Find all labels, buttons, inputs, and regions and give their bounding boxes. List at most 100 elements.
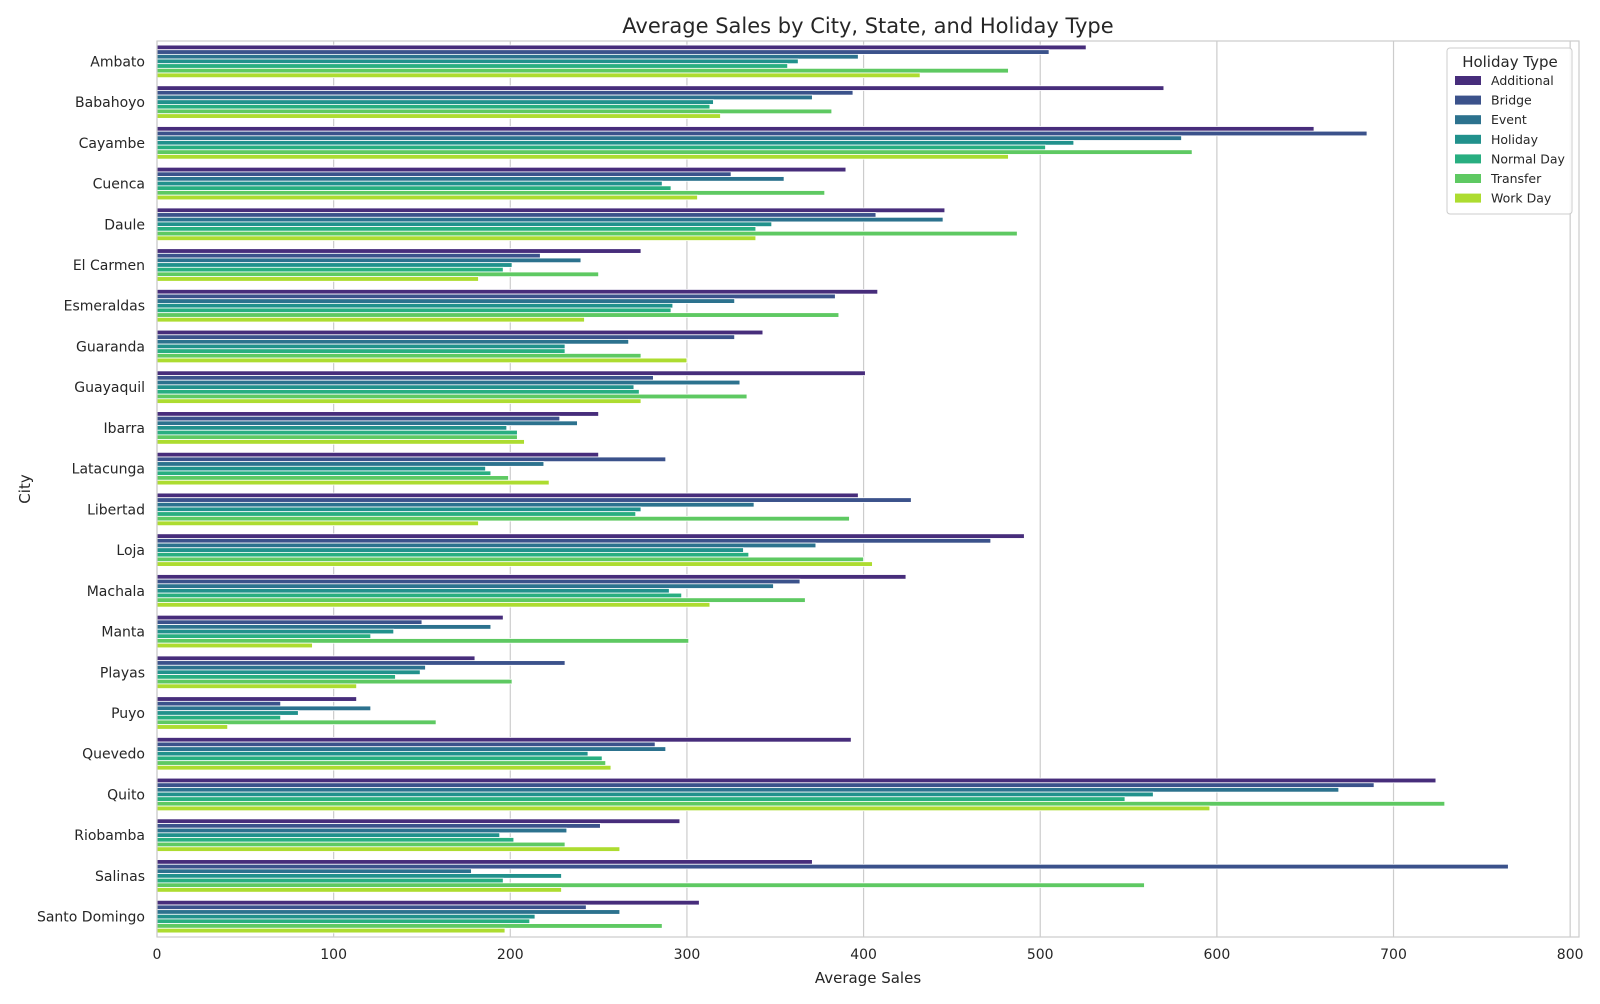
y-tick-label-quevedo: Quevedo (82, 747, 145, 763)
bar-loja-work-day (156, 561, 873, 567)
bar-babahoyo-transfer (156, 108, 833, 115)
bar-playas-bridge (156, 660, 566, 666)
bar-santo-domingo-work-day (156, 927, 506, 934)
y-tick-label-esmeraldas: Esmeraldas (64, 299, 145, 315)
y-tick-label-machala: Machala (87, 584, 145, 600)
legend-label-normal-day: Normal Day (1491, 151, 1565, 166)
legend-items: Additional Bridge Event Holiday Normal Day Tr… (1455, 73, 1565, 206)
legend-swatch-transfer (1455, 174, 1481, 183)
x-tick-label: 100 (320, 947, 347, 963)
legend-label-additional: Additional (1491, 73, 1554, 88)
bar-manta-event (156, 624, 492, 630)
bar-ambato-normal-day (156, 63, 789, 69)
bar-salinas-event (156, 868, 472, 874)
legend-label-event: Event (1491, 112, 1527, 127)
legend-label-work-day: Work Day (1491, 191, 1552, 206)
bar-cayambe-additional (156, 126, 1315, 132)
bar-ambato-additional (156, 44, 1087, 51)
bar-el-carmen-event (156, 257, 582, 264)
bar-quevedo-transfer (156, 760, 607, 766)
y-tick-labels: Ambato Babahoyo Cayambe Cuenca Daule El Carme… (37, 54, 145, 925)
bar-riobamba-bridge (156, 823, 601, 829)
bar-playas-additional (156, 655, 476, 662)
bar-babahoyo-holiday (156, 99, 714, 105)
bar-quevedo-bridge (156, 741, 656, 748)
bar-manta-work-day (156, 642, 313, 649)
bar-daule-bridge (156, 212, 877, 218)
bar-playas-holiday (156, 669, 421, 675)
x-tick-label: 800 (1557, 947, 1584, 963)
bar-quito-work-day (156, 805, 1211, 812)
bar-quevedo-event (156, 746, 667, 752)
bar-loja-normal-day (156, 552, 750, 558)
bar-esmeraldas-bridge (156, 293, 836, 300)
bar-santo-domingo-additional (156, 899, 700, 906)
bar-guayaquil-normal-day (156, 389, 640, 395)
bar-salinas-additional (156, 859, 813, 865)
y-tick-label-ambato: Ambato (90, 54, 145, 70)
bar-santo-domingo-normal-day (156, 918, 531, 925)
bar-riobamba-transfer (156, 841, 566, 848)
legend-title: Holiday Type (1462, 53, 1558, 71)
legend-swatch-bridge (1455, 95, 1481, 105)
bar-guayaquil-additional (156, 370, 866, 376)
bar-ibarra-bridge (156, 415, 561, 422)
bar-salinas-holiday (156, 873, 562, 879)
bar-el-carmen-transfer (156, 271, 600, 278)
y-axis-label: City (16, 474, 34, 504)
bar-ambato-event (156, 53, 859, 60)
bar-latacunga-work-day (156, 479, 550, 486)
y-tick-label-el-carmen: El Carmen (73, 258, 145, 274)
bar-cayambe-event (156, 135, 1182, 141)
y-tick-label-manta: Manta (101, 625, 145, 641)
x-tick-label: 0 (153, 947, 162, 963)
bar-libertad-additional (156, 492, 859, 499)
bar-salinas-transfer (156, 882, 1145, 888)
bar-ibarra-event (156, 420, 578, 426)
legend-box (1446, 47, 1573, 215)
bar-puyo-holiday (156, 710, 299, 716)
bar-daule-additional (156, 207, 946, 214)
plot-frame (156, 40, 1580, 938)
bar-esmeraldas-holiday (156, 302, 674, 309)
x-tick-label: 700 (1380, 947, 1407, 963)
y-tick-label-puyo: Puyo (111, 706, 145, 722)
bar-cayambe-work-day (156, 154, 1009, 160)
y-tick-label-daule: Daule (104, 217, 145, 233)
y-tick-label-playas: Playas (100, 665, 145, 681)
y-tick-label-loja: Loja (116, 543, 145, 559)
bar-cuenca-bridge (156, 171, 732, 177)
bar-latacunga-normal-day (156, 470, 492, 477)
x-tick-labels: 0 100 200 300 400 500 600 700 800 (153, 947, 1584, 963)
bar-machala-additional (156, 574, 907, 580)
bar-daule-work-day (156, 235, 757, 241)
bar-salinas-bridge (156, 863, 1509, 870)
bar-ambato-transfer (156, 67, 1009, 74)
bar-quito-bridge (156, 782, 1375, 788)
bar-latacunga-bridge (156, 456, 667, 463)
bar-ibarra-transfer (156, 434, 518, 440)
bar-puyo-normal-day (156, 714, 282, 721)
bar-quito-holiday (156, 791, 1154, 798)
bar-el-carmen-normal-day (156, 266, 504, 273)
bar-libertad-transfer (156, 515, 850, 522)
bar-playas-event (156, 664, 426, 671)
bar-manta-bridge (156, 619, 423, 625)
legend-swatch-additional (1455, 76, 1481, 85)
chart-title: Average Sales by City, State, and Holida… (622, 14, 1113, 38)
bar-babahoyo-event (156, 94, 813, 101)
y-tick-label-santo-domingo: Santo Domingo (37, 910, 145, 926)
bar-latacunga-holiday (156, 465, 486, 472)
bar-playas-normal-day (156, 674, 396, 680)
bar-quito-transfer (156, 801, 1446, 807)
bar-cuenca-event (156, 176, 785, 182)
legend-swatch-holiday (1455, 134, 1481, 144)
bar-loja-holiday (156, 547, 744, 553)
y-tick-label-latacunga: Latacunga (72, 462, 145, 478)
bar-loja-bridge (156, 538, 992, 544)
bar-ibarra-work-day (156, 439, 525, 445)
bar-daule-event (156, 216, 944, 223)
bar-babahoyo-bridge (156, 90, 854, 96)
y-tick-label-ibarra: Ibarra (104, 421, 145, 437)
